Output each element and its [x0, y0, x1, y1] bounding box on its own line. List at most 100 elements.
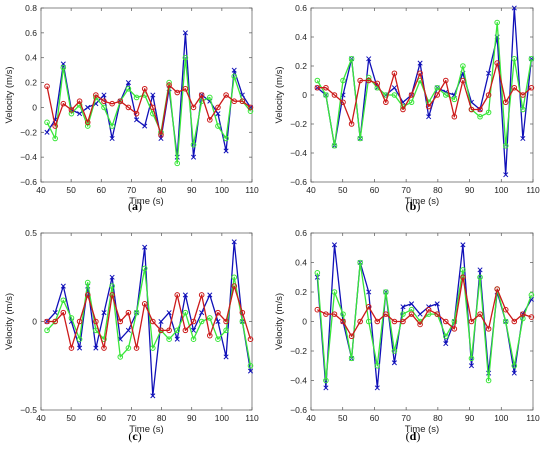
x-tick-label: 60 [97, 185, 107, 195]
marker-stroke [434, 301, 440, 307]
x-tick-label: 40 [36, 185, 46, 195]
data-point-green [323, 377, 329, 384]
marker-stroke [391, 360, 397, 366]
data-point-red [374, 80, 381, 87]
marker-stroke [247, 368, 254, 374]
data-point-red [365, 303, 372, 310]
data-point-blue [77, 345, 83, 351]
data-point-blue [486, 70, 492, 76]
data-point-green [340, 311, 346, 317]
data-point-blue [511, 5, 517, 11]
data-point-red [331, 92, 338, 98]
data-point-green [60, 297, 67, 304]
data-point-green [374, 362, 381, 369]
series-green [314, 259, 535, 384]
data-point-red [76, 98, 83, 105]
data-point-red [340, 99, 346, 106]
marker-stroke [150, 92, 156, 98]
x-tick-label: 40 [36, 413, 46, 423]
series-line-blue [46, 241, 252, 397]
data-point-green [84, 123, 91, 129]
marker-stroke [215, 318, 221, 325]
data-point-red [109, 292, 115, 298]
data-point-green [383, 289, 389, 295]
data-point-red [425, 103, 432, 110]
data-point-red [520, 92, 526, 98]
data-point-green [231, 274, 238, 281]
data-point-blue [417, 60, 423, 66]
data-point-green [494, 19, 500, 26]
marker-stroke [215, 111, 221, 117]
x-tick-label: 110 [245, 413, 259, 423]
data-point-blue [142, 123, 148, 129]
data-point-green [117, 354, 124, 360]
data-point-red [374, 318, 381, 325]
data-point-red [166, 327, 172, 334]
x-axis-label: Time (s) [405, 424, 439, 435]
data-point-green [198, 318, 205, 325]
y-tick-label: −0.2 [20, 127, 37, 137]
y-tick-label: 0.2 [295, 287, 307, 297]
y-tick-label: 0.4 [295, 32, 307, 42]
x-axis-label: Time (s) [405, 196, 439, 207]
marker-stroke [477, 267, 483, 273]
data-point-red [502, 99, 509, 106]
data-point-green [485, 377, 492, 384]
data-point-green [182, 54, 189, 61]
data-point-blue [231, 67, 237, 73]
data-point-blue [223, 148, 229, 154]
data-point-red [460, 77, 466, 84]
y-tick-label: −0.5 [20, 405, 37, 415]
data-point-red [520, 311, 526, 317]
data-point-green [182, 309, 189, 316]
data-point-green [331, 289, 338, 295]
series-red [44, 82, 254, 138]
data-point-green [150, 345, 156, 351]
data-point-green [323, 92, 329, 98]
data-point-blue [199, 310, 205, 316]
data-point-green [460, 63, 466, 69]
data-point-red [348, 333, 355, 340]
data-point-red [198, 92, 205, 98]
y-tick-label: 0.5 [25, 228, 37, 238]
data-point-green [451, 96, 458, 103]
y-axis-label: Velocity (m/s) [274, 293, 285, 350]
data-point-red [247, 336, 254, 343]
data-point-green [207, 315, 213, 321]
data-point-red [400, 106, 406, 113]
data-point-green [408, 99, 415, 106]
data-point-blue [44, 129, 50, 135]
data-point-red [93, 318, 99, 325]
x-tick-label: 70 [401, 413, 411, 423]
marker-stroke [109, 274, 115, 280]
data-point-red [477, 311, 483, 317]
data-point-green [76, 336, 83, 343]
data-point-red [468, 318, 475, 325]
y-tick-label: 0 [32, 317, 37, 327]
data-point-red [231, 98, 238, 105]
data-point-green [400, 311, 406, 317]
y-tick-label: −0.6 [290, 405, 307, 415]
data-point-green [451, 318, 458, 325]
data-point-red [133, 345, 140, 351]
y-tick-label: 0.2 [295, 61, 307, 71]
data-point-green [340, 77, 346, 84]
series-line-red [317, 276, 532, 337]
x-tick-label: 60 [370, 413, 380, 423]
data-point-red [485, 92, 492, 98]
data-point-red [408, 92, 415, 98]
data-point-blue [52, 310, 58, 316]
marker-stroke [44, 129, 50, 135]
data-point-green [52, 135, 58, 142]
data-point-green [528, 292, 535, 298]
data-point-red [117, 318, 124, 325]
data-point-red [494, 60, 500, 66]
data-point-green [231, 73, 238, 80]
data-point-green [348, 55, 355, 62]
marker-stroke [60, 283, 66, 289]
data-point-blue [174, 336, 180, 342]
panel-label: (a) [128, 199, 142, 213]
data-point-red [109, 100, 115, 107]
data-point-red [174, 292, 181, 298]
